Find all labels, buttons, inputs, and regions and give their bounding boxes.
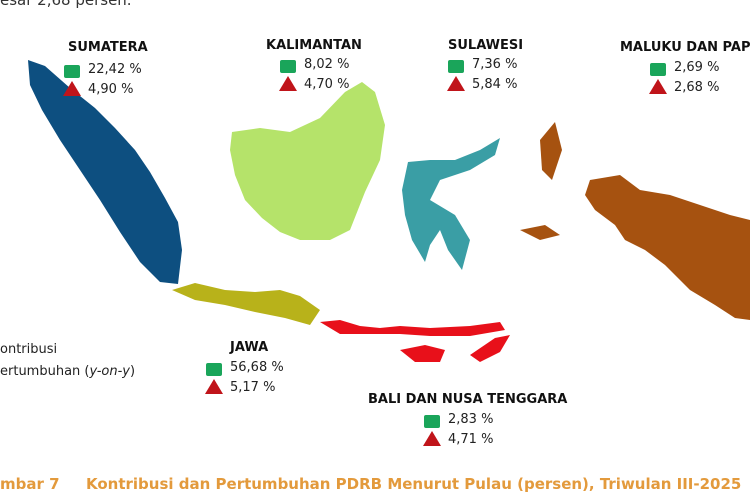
island-timor [400, 345, 445, 362]
growth-icon [63, 81, 81, 96]
legend-growth-italic: y-on-y [89, 364, 130, 379]
island-maluku [540, 122, 562, 180]
growth-value: 5,84 % [472, 77, 518, 92]
growth-icon [423, 431, 441, 446]
contribution-icon [650, 63, 666, 76]
growth-value: 4,90 % [88, 82, 134, 97]
island-papua [585, 175, 750, 320]
region-name: KALIMANTAN [266, 38, 362, 53]
contribution-value: 2,69 % [674, 60, 720, 75]
caption-text: Kontribusi dan Pertumbuhan PDRB Menurut … [86, 475, 742, 493]
growth-value: 5,17 % [230, 380, 276, 395]
island-bali-nusa [320, 320, 505, 336]
caption-number: mbar 7 [0, 475, 60, 493]
growth-value: 4,70 % [304, 77, 350, 92]
contribution-icon [206, 363, 222, 376]
region-name: MALUKU DAN PAPUA [620, 40, 750, 55]
island-timor-2 [470, 335, 510, 362]
island-sulawesi [402, 138, 500, 270]
growth-icon [205, 379, 223, 394]
island-sumatera [28, 60, 182, 284]
region-name: SUMATERA [68, 40, 148, 55]
contribution-icon [64, 65, 80, 78]
contribution-value: 2,83 % [448, 412, 494, 427]
legend-growth: ertumbuhan (y-on-y) [0, 364, 135, 379]
legend-growth-prefix: ertumbuhan ( [0, 364, 90, 379]
contribution-value: 8,02 % [304, 57, 350, 72]
contribution-value: 7,36 % [472, 57, 518, 72]
growth-icon [447, 76, 465, 91]
growth-icon [279, 76, 297, 91]
region-name: JAWA [230, 340, 269, 355]
contribution-value: 22,42 % [88, 62, 142, 77]
island-jawa [172, 283, 320, 325]
contribution-icon [448, 60, 464, 73]
region-name: SULAWESI [448, 38, 524, 53]
region-name: BALI DAN NUSA TENGGARA [368, 392, 568, 407]
contribution-icon [280, 60, 296, 73]
legend-contribution: ontribusi [0, 342, 58, 357]
growth-value: 4,71 % [448, 432, 494, 447]
growth-icon [649, 79, 667, 94]
island-kalimantan [230, 82, 385, 240]
contribution-icon [424, 415, 440, 428]
island-maluku-2 [520, 225, 560, 240]
growth-value: 2,68 % [674, 80, 720, 95]
legend-growth-suffix: ) [129, 364, 136, 379]
header-text: esar 2,68 persen. [0, 0, 132, 9]
contribution-value: 56,68 % [230, 360, 284, 375]
map [28, 60, 750, 362]
